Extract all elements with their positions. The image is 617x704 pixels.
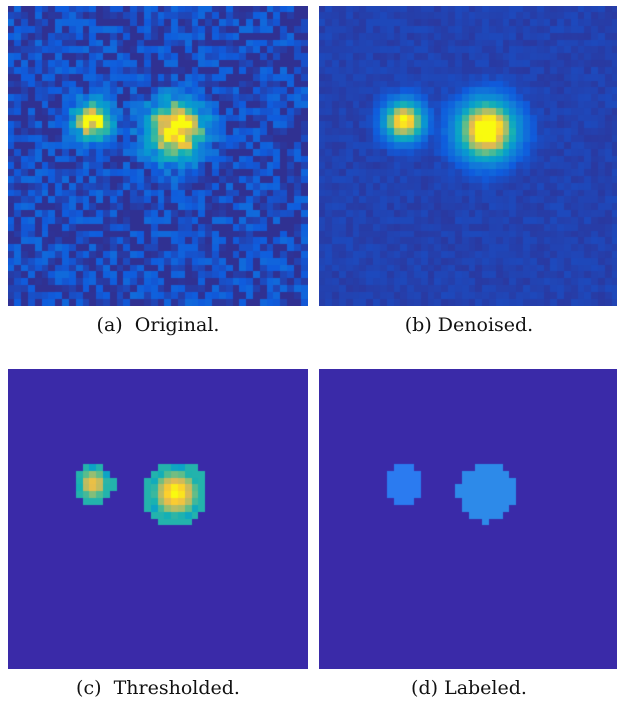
- labeled-image: [319, 369, 617, 669]
- denoised-image-panel: [319, 6, 617, 306]
- original-image-panel: [8, 6, 308, 306]
- thresholded-image-panel: [8, 369, 308, 669]
- caption-denoised: (b) Denoised.: [404, 314, 534, 336]
- original-image: [8, 6, 308, 306]
- thresholded-image: [8, 369, 308, 669]
- caption-thresholded: (c) Thresholded.: [76, 677, 240, 699]
- caption-labeled: (d) Labeled.: [411, 677, 527, 699]
- caption-original: (a) Original.: [96, 314, 220, 336]
- denoised-image: [319, 6, 617, 306]
- labeled-image-panel: [319, 369, 617, 669]
